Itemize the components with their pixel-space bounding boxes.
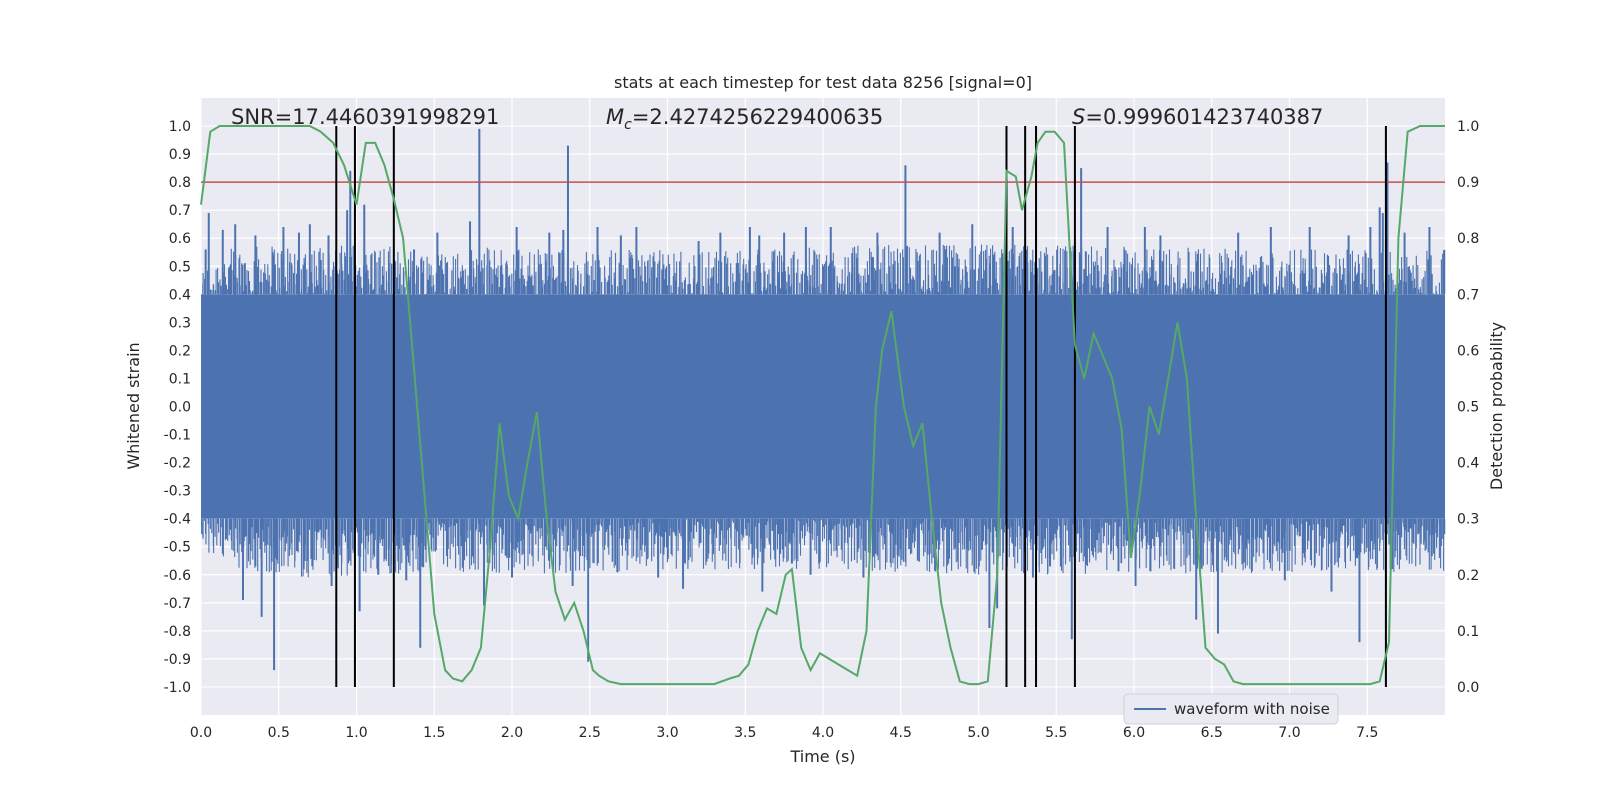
y-right-tick-label: 0.5 — [1457, 400, 1479, 416]
s-annotation: S=0.999601423740387 — [1072, 105, 1323, 129]
y-left-tick-label: -0.1 — [164, 428, 191, 444]
y-right-tick-labels: 1.0 0.9 0.8 0.7 0.6 0.5 0.4 0.3 0.2 0.1 0.0 — [1457, 119, 1479, 696]
legend-box — [1123, 693, 1339, 725]
y-right-tick-label: 0.6 — [1457, 343, 1479, 359]
chirp-mass-value: =2.4274256229400635 — [632, 105, 883, 129]
y-left-tick-label: -0.7 — [164, 596, 191, 612]
y-left-tick-label: -0.3 — [164, 484, 191, 500]
y-left-tick-label: 0.0 — [169, 400, 191, 416]
detection-probability-series — [200, 125, 1445, 686]
y-left-tick-label: -0.8 — [164, 624, 191, 640]
chirp-mass-subscript: c — [624, 117, 632, 133]
x-tick-label: 6.5 — [1201, 725, 1223, 741]
y-left-tick-label: -0.4 — [164, 512, 191, 528]
x-tick-label: 0.0 — [190, 725, 212, 741]
x-tick-label: 2.0 — [501, 725, 523, 741]
y-right-tick-label: 0.1 — [1457, 624, 1479, 640]
waveform-series — [201, 128, 1446, 671]
y-right-axis-title: Detection probability — [1487, 322, 1506, 490]
y-left-tick-label: 0.1 — [169, 371, 191, 387]
x-tick-label: 3.0 — [656, 725, 678, 741]
y-right-tick-label: 0.8 — [1457, 231, 1479, 247]
snr-annotation: SNR=17.4460391998291 — [231, 105, 499, 129]
y-right-tick-label: 0.2 — [1457, 568, 1479, 584]
y-left-tick-label: 0.8 — [169, 175, 191, 191]
y-left-tick-label: -0.5 — [164, 540, 191, 556]
y-right-tick-label: 0.7 — [1457, 287, 1479, 303]
y-left-tick-label: 0.5 — [169, 259, 191, 275]
event-lines — [335, 126, 1387, 687]
x-tick-label: 2.5 — [579, 725, 601, 741]
y-left-tick-label: 0.7 — [169, 203, 191, 219]
s-symbol: S — [1072, 105, 1085, 129]
y-right-tick-label: 0.9 — [1457, 175, 1479, 191]
x-tick-label: 4.0 — [812, 725, 834, 741]
x-tick-labels: 0.0 0.5 1.0 1.5 2.0 2.5 3.0 3.5 4.0 4.5 5.0 5.5 6.0 6… — [190, 725, 1379, 741]
y-left-tick-label: 0.9 — [169, 147, 191, 163]
x-tick-label: 7.5 — [1356, 725, 1378, 741]
y-left-axis-title: Whitened strain — [124, 342, 143, 469]
waveform-core — [201, 294, 1445, 519]
y-left-tick-labels: 1.0 0.9 0.8 0.7 0.6 0.5 0.4 0.3 0.2 0.1 0.0 -0.1 -0.… — [164, 119, 191, 696]
y-left-tick-label: -0.2 — [164, 456, 191, 472]
x-tick-label: 6.0 — [1123, 725, 1145, 741]
y-right-tick-label: 0.3 — [1457, 512, 1479, 528]
chart-title: stats at each timestep for test data 825… — [614, 73, 1032, 92]
x-tick-label: 0.5 — [268, 725, 290, 741]
x-tick-label: 1.0 — [345, 725, 367, 741]
x-tick-label: 3.5 — [734, 725, 756, 741]
y-left-tick-label: -0.6 — [164, 568, 191, 584]
y-left-tick-label: 0.2 — [169, 343, 191, 359]
x-tick-label: 5.5 — [1045, 725, 1067, 741]
y-right-tick-label: 1.0 — [1457, 119, 1479, 135]
y-left-tick-label: 0.4 — [169, 287, 191, 303]
y-left-tick-label: -1.0 — [164, 680, 191, 696]
legend: waveform with noise — [1123, 693, 1339, 725]
y-right-tick-label: 0.4 — [1457, 456, 1479, 472]
y-left-tick-label: 0.6 — [169, 231, 191, 247]
legend-label: waveform with noise — [1174, 700, 1330, 718]
x-tick-label: 1.5 — [423, 725, 445, 741]
x-tick-label: 7.0 — [1278, 725, 1300, 741]
x-axis-title: Time (s) — [789, 747, 855, 766]
y-left-tick-label: 0.3 — [169, 315, 191, 331]
y-left-tick-label: 1.0 — [169, 119, 191, 135]
y-left-tick-label: -0.9 — [164, 652, 191, 668]
x-tick-label: 4.5 — [890, 725, 912, 741]
x-tick-label: 5.0 — [967, 725, 989, 741]
y-right-tick-label: 0.0 — [1457, 680, 1479, 696]
chirp-mass-symbol: M — [606, 105, 624, 129]
s-value: =0.999601423740387 — [1085, 105, 1323, 129]
chirp-mass-annotation: Mc=2.4274256229400635 — [606, 105, 883, 133]
